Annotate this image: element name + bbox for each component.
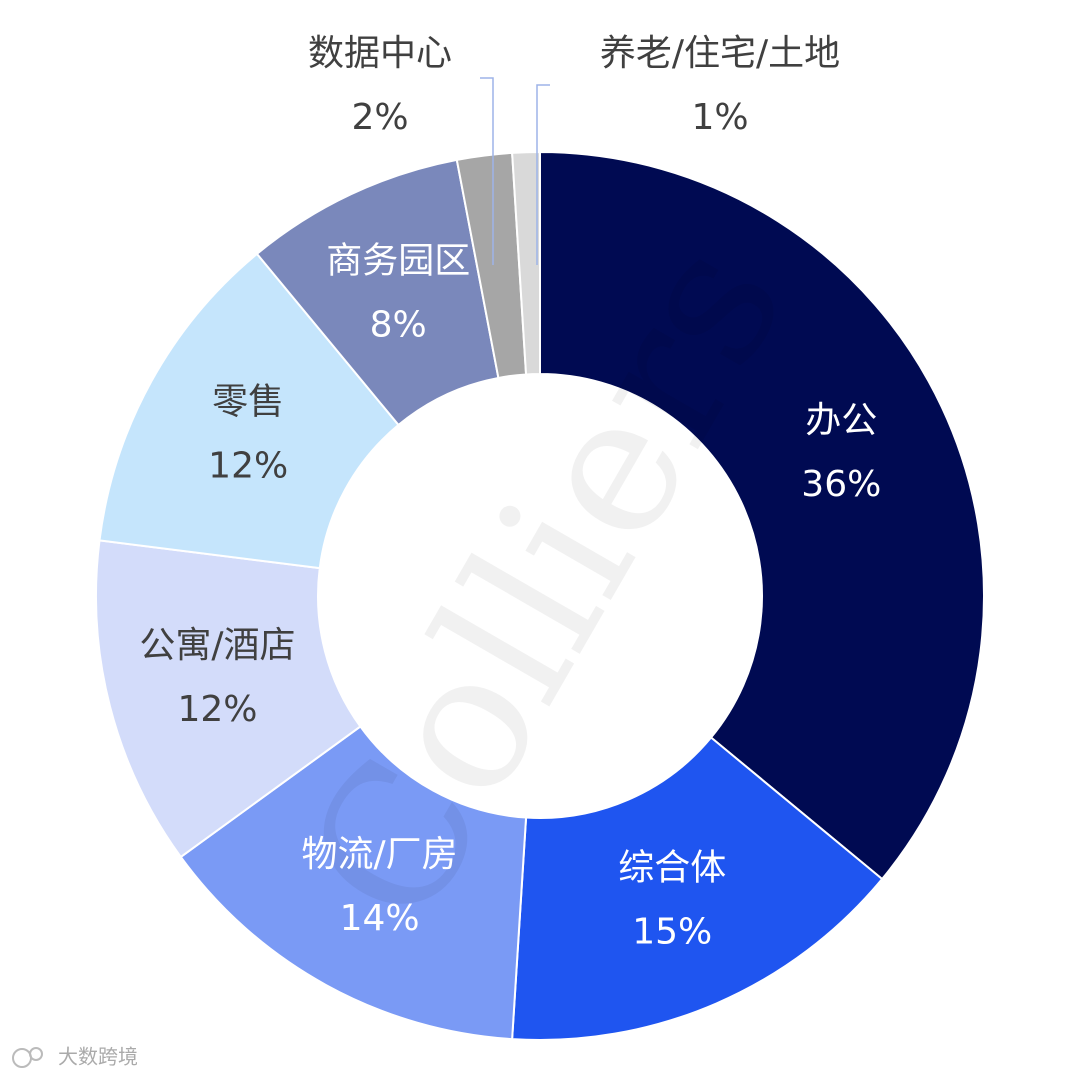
value-label: 15%: [632, 912, 712, 953]
slice-label: 零售: [212, 382, 284, 423]
value-label: 12%: [208, 446, 288, 487]
value-label: 36%: [801, 464, 881, 505]
footer: 大数跨境: [58, 1045, 138, 1069]
slices: [95, 150, 985, 1041]
value-label: 8%: [370, 305, 427, 346]
value-label: 12%: [177, 689, 257, 730]
slice-label: 公寓/酒店: [139, 625, 295, 666]
value-label: 1%: [691, 97, 748, 138]
donut-slice: [539, 150, 985, 881]
value-label: 2%: [351, 97, 408, 138]
slice-label: 数据中心: [308, 33, 452, 74]
footer-logo: 大数跨境: [12, 1045, 138, 1069]
slice-label: 商务园区: [326, 241, 470, 282]
donut-slice: [98, 252, 400, 570]
value-label: 14%: [340, 898, 420, 939]
leader-line: [536, 84, 550, 265]
slice-label: 养老/住宅/土地: [600, 33, 840, 74]
donut-slice: [95, 539, 362, 859]
slice-label: 物流/厂房: [302, 834, 458, 875]
slice-label: 办公: [805, 400, 877, 441]
leader-line: [480, 77, 494, 265]
slice-label: 综合体: [618, 848, 726, 889]
donut-slice: [511, 150, 541, 376]
donut-slice: [511, 736, 884, 1041]
donut-slice: [179, 725, 528, 1041]
